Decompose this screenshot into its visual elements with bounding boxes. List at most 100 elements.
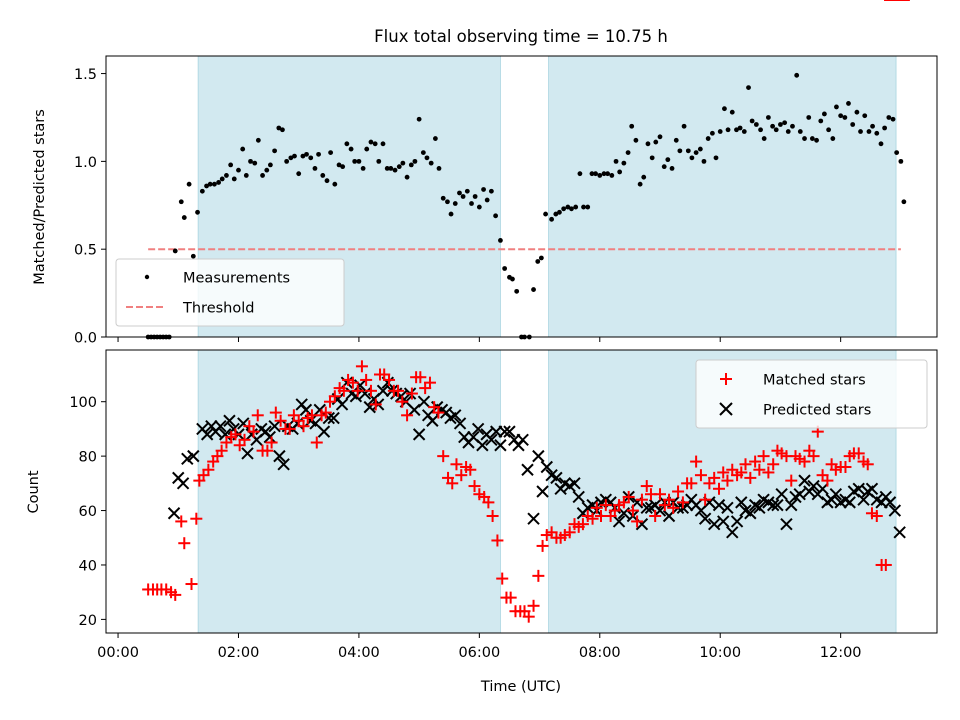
measurement-point	[352, 158, 358, 164]
predicted-star-marker	[273, 449, 286, 463]
measurement-point	[773, 127, 779, 133]
predicted-star-marker	[494, 439, 507, 452]
top-legend: Measurements Threshold	[115, 258, 345, 327]
matched-star-marker	[699, 493, 712, 506]
bottom-legend-box	[695, 359, 928, 429]
matched-star-marker	[870, 509, 883, 522]
measurement-point	[593, 171, 598, 177]
predicted-star-marker	[717, 515, 730, 528]
matched-star-marker	[383, 373, 396, 386]
measurement-point	[460, 194, 466, 199]
matched-star-marker	[202, 463, 215, 476]
matched-star-marker	[762, 466, 775, 479]
predicted-star-marker	[653, 504, 667, 517]
measurement-point	[785, 129, 791, 134]
measurement-point	[770, 123, 776, 129]
measurement-point	[498, 238, 503, 243]
measurement-point	[356, 158, 362, 164]
measurement-point	[300, 153, 306, 159]
measurement-point	[336, 162, 342, 168]
predicted-star-marker	[771, 498, 784, 512]
measurement-point	[585, 204, 591, 210]
measurement-point	[705, 136, 711, 141]
top-y-tick-label: 0.5	[74, 243, 97, 259]
x-tick-label: 08:00	[579, 645, 621, 661]
measurement-point	[543, 211, 548, 217]
matched-star-marker	[346, 376, 359, 389]
measurement-point	[502, 266, 508, 271]
predicted-star-marker	[327, 411, 340, 425]
matched-star-marker	[527, 599, 540, 612]
measurement-point	[797, 129, 803, 134]
matched-star-marker	[757, 450, 770, 463]
predicted-star-marker	[888, 504, 902, 517]
matched-star-marker	[405, 387, 418, 400]
measurement-point	[729, 109, 735, 115]
measurement-point	[219, 176, 225, 182]
matched-star-marker	[576, 518, 589, 531]
matched-star-marker	[590, 501, 603, 514]
matched-star-marker	[798, 455, 811, 468]
measurement-point	[790, 123, 795, 129]
predicted-star-marker	[277, 458, 290, 471]
predicted-star-marker	[176, 477, 190, 490]
predicted-star-marker	[485, 433, 498, 447]
predicted-star-marker	[471, 422, 485, 436]
measurement-point	[722, 106, 727, 112]
predicted-star-marker	[612, 515, 626, 528]
measurement-point	[882, 125, 888, 131]
measurement-point	[316, 151, 321, 157]
measurement-point	[901, 199, 907, 205]
measurement-point	[186, 181, 192, 187]
matched-star-marker	[337, 384, 350, 397]
matched-star-marker	[563, 526, 576, 539]
measurement-point	[364, 146, 370, 152]
matched-star-marker	[654, 488, 666, 501]
matched-star-marker	[446, 477, 459, 490]
measurement-point	[243, 173, 249, 178]
measurement-point	[231, 176, 237, 182]
measurement-point	[199, 188, 205, 194]
predicted-star-marker	[793, 488, 806, 501]
measurement-point	[308, 155, 314, 161]
matched-star-marker	[190, 512, 203, 525]
measurement-point	[280, 127, 285, 133]
x-tick-label: 04:00	[338, 645, 380, 661]
measurement-point	[428, 160, 434, 166]
measurement-point	[569, 206, 574, 212]
measurement-point	[272, 148, 278, 154]
measurement-point	[653, 139, 659, 145]
predicted-star-marker	[721, 501, 734, 515]
measurement-point	[464, 188, 470, 194]
matched-star-marker	[532, 569, 545, 582]
measurement-point	[372, 141, 378, 147]
bottom-y-tick-label: 60	[79, 504, 97, 520]
x-tick-label: 00:00	[97, 645, 139, 661]
matched-star-marker	[450, 458, 463, 471]
matched-star-marker	[364, 384, 377, 397]
measurement-point	[874, 130, 880, 136]
measurement-point	[761, 136, 767, 141]
bottom-y-tick-label: 80	[79, 450, 97, 466]
measurement-point	[717, 129, 723, 134]
measurement-point	[284, 158, 290, 164]
predicted-star-marker	[572, 490, 585, 504]
measurement-point	[420, 150, 426, 155]
matched-star-marker	[455, 469, 468, 482]
measurement-point	[388, 166, 394, 171]
matched-star-marker	[265, 436, 278, 449]
measurement-point	[493, 213, 499, 219]
matched-star-marker	[283, 422, 296, 435]
measurement-point	[408, 162, 414, 168]
shaded-observing-interval	[548, 55, 897, 338]
measurement-point	[685, 148, 691, 154]
matched-star-marker	[423, 376, 436, 389]
predicted-star-marker	[408, 403, 421, 417]
measurement-point	[404, 174, 410, 180]
x-tick-label: 12:00	[820, 645, 862, 661]
legend-measurements-marker	[144, 274, 150, 280]
predicted-star-marker	[376, 384, 390, 398]
predicted-star-marker	[698, 512, 712, 525]
matched-star-marker	[879, 558, 892, 571]
predicted-star-marker	[187, 449, 200, 463]
